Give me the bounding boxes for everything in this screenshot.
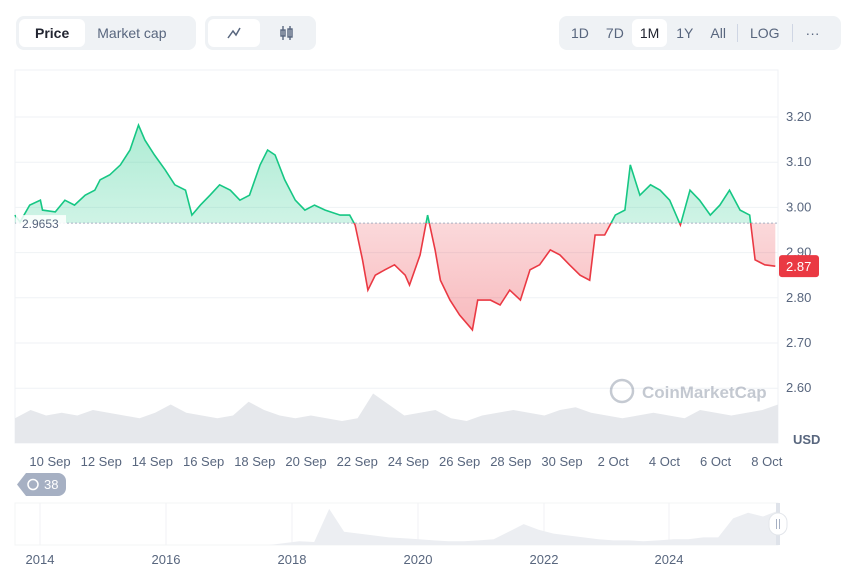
history-badge[interactable]: 38 <box>17 473 66 496</box>
volume-area <box>15 393 778 443</box>
y-tick-label: 3.20 <box>786 109 811 124</box>
svg-text:38: 38 <box>44 477 58 492</box>
range-1m[interactable]: 1M <box>631 19 668 47</box>
candlestick-icon <box>280 26 293 40</box>
navigator-year-label: 2022 <box>530 552 559 567</box>
x-tick-label: 30 Sep <box>541 454 582 469</box>
x-tick-label: 14 Sep <box>132 454 173 469</box>
x-tick-label: 26 Sep <box>439 454 480 469</box>
x-tick-label: 8 Oct <box>751 454 782 469</box>
x-tick-label: 18 Sep <box>234 454 275 469</box>
navigator-volume <box>15 508 778 545</box>
y-tick-label: 3.00 <box>786 199 811 214</box>
current-price-label: 2.87 <box>786 259 811 274</box>
reference-label-bg <box>16 215 66 232</box>
candlestick-button[interactable] <box>260 19 312 47</box>
navigator-year-label: 2020 <box>404 552 433 567</box>
x-tick-label: 2 Oct <box>598 454 629 469</box>
x-tick-label: 22 Sep <box>337 454 378 469</box>
currency-label: USD <box>793 432 820 447</box>
price-line-up <box>14 122 752 224</box>
navigator-year-label: 2016 <box>152 552 181 567</box>
price-line-down <box>20 223 776 332</box>
x-tick-label: 10 Sep <box>29 454 70 469</box>
view-toggle: Price Market cap <box>16 16 196 50</box>
x-tick-label: 4 Oct <box>649 454 680 469</box>
line-chart-icon <box>227 27 241 39</box>
log-button[interactable]: LOG <box>749 25 780 41</box>
navigator-handle[interactable] <box>768 512 788 536</box>
x-tick-label: 16 Sep <box>183 454 224 469</box>
x-tick-label: 6 Oct <box>700 454 731 469</box>
y-tick-label: 2.80 <box>786 290 811 305</box>
navigator-year-label: 2024 <box>655 552 684 567</box>
history-icon <box>27 478 39 491</box>
range-7d[interactable]: 7D <box>605 25 624 41</box>
range-1y[interactable]: 1Y <box>676 25 694 41</box>
range-all[interactable]: All <box>710 25 726 41</box>
x-tick-label: 12 Sep <box>81 454 122 469</box>
x-tick-label: 20 Sep <box>285 454 326 469</box>
range-selector: 1D 7D 1M 1Y All LOG ··· <box>559 16 841 50</box>
x-tick-label: 24 Sep <box>388 454 429 469</box>
tab-market-cap[interactable]: Market cap <box>97 25 167 41</box>
y-tick-label: 2.70 <box>786 335 811 350</box>
coinmarketcap-watermark: CoinMarketCap <box>609 378 767 404</box>
price-area-down <box>354 223 776 330</box>
line-chart-button[interactable] <box>208 19 260 47</box>
divider <box>736 24 738 42</box>
y-tick-label: 3.10 <box>786 154 811 169</box>
range-1d[interactable]: 1D <box>571 25 589 41</box>
more-options-button[interactable]: ··· <box>805 25 820 41</box>
navigator-year-label: 2018 <box>278 552 307 567</box>
x-tick-label: 28 Sep <box>490 454 531 469</box>
chart-type-toggle <box>205 16 316 50</box>
navigator-year-label: 2014 <box>26 552 55 567</box>
price-area-up <box>14 125 776 224</box>
tab-price[interactable]: Price <box>19 19 86 47</box>
y-tick-label: 2.60 <box>786 380 811 395</box>
divider <box>791 24 793 42</box>
reference-label: 2.9653 <box>22 217 59 231</box>
current-price-badge <box>779 255 819 278</box>
svg-text:CoinMarketCap: CoinMarketCap <box>642 383 767 402</box>
